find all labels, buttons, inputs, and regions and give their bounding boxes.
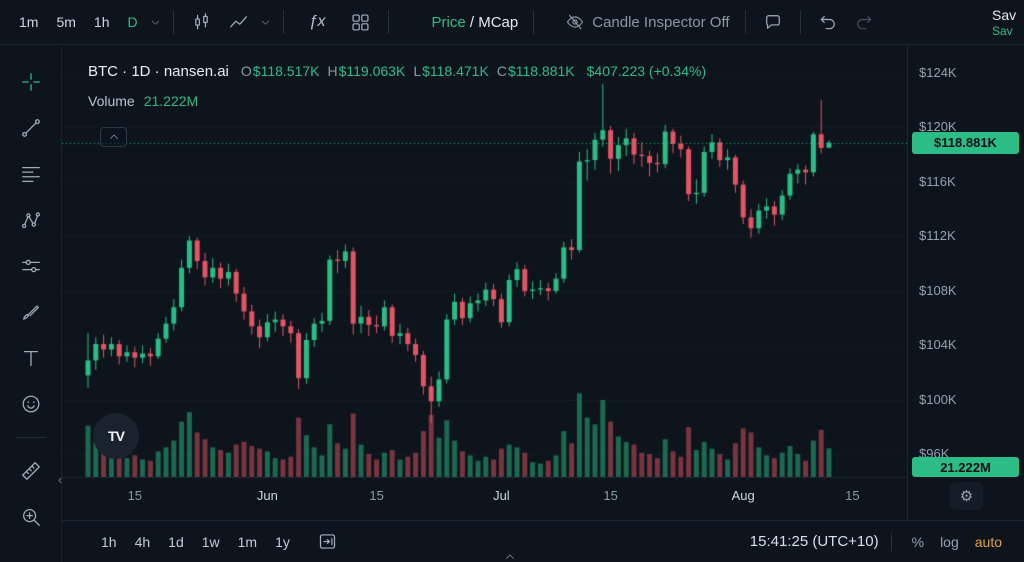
candle-inspector-label: Candle Inspector Off bbox=[592, 13, 730, 31]
save-button[interactable]: Sav Sav bbox=[992, 5, 1024, 40]
indicators-fx-icon[interactable]: ƒx bbox=[293, 7, 342, 37]
price-axis-label: $116K bbox=[919, 173, 956, 189]
time-axis-label: 15 bbox=[127, 488, 143, 503]
high-value: $119.063K bbox=[338, 63, 406, 79]
low-value: $118.471K bbox=[422, 63, 489, 79]
timeframe-1d-button[interactable]: D bbox=[118, 9, 146, 35]
candle-chart-type-icon[interactable] bbox=[183, 8, 220, 37]
sidebar-collapse-chevron[interactable]: ‹ bbox=[57, 471, 63, 487]
range-1d-button[interactable]: 1d bbox=[159, 529, 193, 555]
fx-glyph: ƒx bbox=[308, 13, 326, 30]
tradingview-watermark-logo[interactable]: TV bbox=[93, 413, 139, 459]
symbol-title[interactable]: BTC · 1D · nansen.ai bbox=[88, 63, 229, 80]
price-axis[interactable]: $118.881K 21.222M ⚙ $124K $120K $116K $112K… bbox=[907, 45, 1024, 520]
volume-label: Volume bbox=[88, 93, 135, 109]
undo-icon[interactable] bbox=[810, 8, 846, 36]
symbol-legend[interactable]: BTC · 1D · nansen.ai O$118.517K H$119.06… bbox=[88, 63, 706, 80]
time-axis-label: Aug bbox=[731, 488, 755, 503]
eye-off-icon bbox=[565, 12, 585, 32]
open-label: O bbox=[240, 63, 252, 79]
layout-grid-icon[interactable] bbox=[342, 8, 379, 37]
range-1m-button[interactable]: 1m bbox=[229, 529, 266, 555]
save-label[interactable]: Sav bbox=[992, 6, 1017, 23]
close-label: C bbox=[496, 63, 507, 79]
price-mcap-slash: / bbox=[465, 13, 479, 31]
candle-inspector-toggle[interactable]: Candle Inspector Off bbox=[565, 12, 730, 32]
toolbar-divider bbox=[533, 10, 535, 34]
line-chart-type-icon[interactable] bbox=[220, 8, 257, 37]
fib-lines-tool[interactable] bbox=[0, 151, 62, 197]
time-axis-label: 15 bbox=[845, 488, 860, 503]
legend-collapse-button[interactable] bbox=[100, 127, 127, 147]
zoom-in-tool[interactable] bbox=[0, 494, 62, 540]
crosshair-tool[interactable] bbox=[0, 59, 62, 105]
chat-bubble-icon[interactable] bbox=[755, 8, 791, 36]
price-mcap-toggle[interactable]: Price / MCap bbox=[432, 14, 519, 31]
bottom-bar-divider bbox=[890, 532, 892, 551]
time-axis-label: Jul bbox=[493, 488, 510, 503]
price-scale-settings-button[interactable]: ⚙ bbox=[950, 482, 983, 510]
price-axis-label: $104K bbox=[919, 337, 957, 353]
auto-scale-button[interactable]: auto bbox=[967, 529, 1010, 555]
toolbar-divider bbox=[799, 10, 801, 34]
measure-ruler-tool[interactable] bbox=[0, 448, 62, 494]
xabcd-pattern-tool[interactable] bbox=[0, 197, 62, 243]
price-axis-label: $112K bbox=[919, 228, 956, 244]
chart-type-chevron-down-icon[interactable] bbox=[257, 15, 274, 30]
trendline-tool[interactable] bbox=[0, 105, 62, 151]
brush-tool[interactable] bbox=[0, 289, 62, 335]
price-axis-label: $120K bbox=[919, 119, 957, 135]
current-price-badge: $118.881K bbox=[912, 131, 1019, 154]
timeframe-chevron-down-icon[interactable] bbox=[147, 15, 164, 30]
change-value: $407.223 (+0.34%) bbox=[586, 63, 707, 79]
high-label: H bbox=[327, 63, 338, 79]
volume-value: 21.222M bbox=[143, 93, 199, 109]
price-axis-label: $124K bbox=[919, 64, 957, 80]
current-volume-badge: 21.222M bbox=[912, 457, 1019, 477]
timeframe-1h-button[interactable]: 1h bbox=[85, 9, 119, 35]
emoji-tool[interactable] bbox=[0, 381, 62, 427]
drawing-tools-sidebar bbox=[0, 45, 62, 562]
time-axis[interactable]: 15 Jun 15 Jul 15 Aug 15 bbox=[62, 477, 907, 520]
bottom-panel-chevron-icon[interactable] bbox=[504, 552, 516, 561]
text-tool[interactable] bbox=[0, 335, 62, 381]
saved-status-label: Sav bbox=[992, 24, 1013, 39]
price-toggle-label[interactable]: Price bbox=[431, 13, 466, 31]
redo-icon[interactable] bbox=[846, 8, 882, 36]
sidebar-divider bbox=[15, 437, 46, 438]
prediction-tool[interactable] bbox=[0, 243, 62, 289]
time-axis-label: 15 bbox=[369, 488, 384, 503]
open-value: $118.517K bbox=[252, 63, 320, 79]
range-4h-button[interactable]: 4h bbox=[126, 529, 160, 555]
gear-icon: ⚙ bbox=[959, 488, 974, 505]
time-axis-label: Jun bbox=[256, 488, 278, 503]
bottom-toolbar: 1h 4h 1d 1w 1m 1y 15:41:25 (UTC+10) % lo… bbox=[62, 520, 1024, 562]
low-label: L bbox=[413, 63, 422, 79]
percent-scale-button[interactable]: % bbox=[904, 529, 932, 555]
mcap-toggle-label[interactable]: MCap bbox=[478, 13, 519, 31]
timeframe-5m-button[interactable]: 5m bbox=[47, 9, 84, 35]
log-scale-button[interactable]: log bbox=[932, 529, 967, 555]
tradingview-logo-glyph: TV bbox=[108, 428, 125, 444]
toolbar-divider bbox=[172, 10, 174, 34]
time-axis-label: 15 bbox=[603, 488, 618, 503]
price-chart-canvas[interactable] bbox=[62, 45, 907, 520]
range-1w-button[interactable]: 1w bbox=[193, 529, 229, 555]
range-1h-button[interactable]: 1h bbox=[92, 529, 126, 555]
toolbar-divider bbox=[282, 10, 284, 34]
close-value: $118.881K bbox=[507, 63, 575, 79]
volume-legend[interactable]: Volume 21.222M bbox=[88, 93, 198, 109]
toolbar-divider bbox=[387, 10, 389, 34]
clock[interactable]: 15:41:25 (UTC+10) bbox=[749, 533, 879, 550]
go-to-date-icon[interactable] bbox=[309, 527, 346, 556]
chart-region: BTC · 1D · nansen.ai O$118.517K H$119.06… bbox=[62, 45, 1024, 520]
timeframe-1m-button[interactable]: 1m bbox=[10, 9, 47, 35]
price-axis-label: $100K bbox=[919, 391, 957, 407]
price-axis-label: $108K bbox=[919, 282, 957, 298]
range-1y-button[interactable]: 1y bbox=[266, 529, 299, 555]
top-toolbar: 1m 5m 1h D ƒx Price / MCap Candle Inspec… bbox=[0, 0, 1024, 45]
toolbar-divider bbox=[744, 10, 746, 34]
